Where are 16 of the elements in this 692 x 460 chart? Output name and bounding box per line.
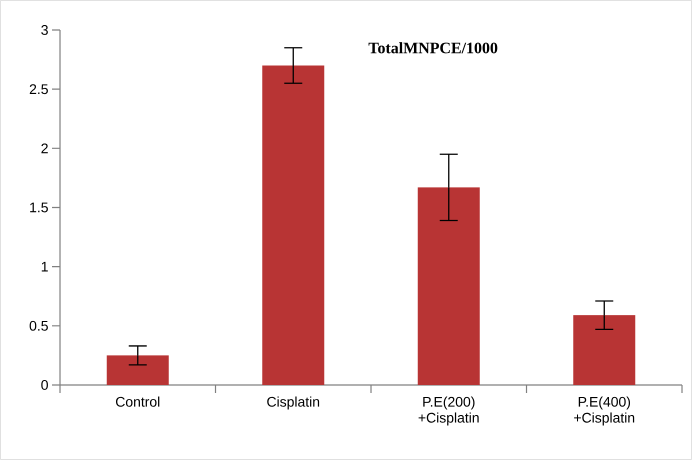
x-tick-label: P.E(400) +Cisplatin xyxy=(574,396,634,426)
x-tick-label: Cisplatin xyxy=(267,396,320,410)
x-tick-label: P.E(200) +Cisplatin xyxy=(418,396,479,426)
y-tick-label: 2.5 xyxy=(30,84,48,94)
text: TotalMNPCE/1000 xyxy=(368,42,498,54)
y-tick-label: 3 xyxy=(41,25,48,35)
y-tick-label: 1.5 xyxy=(30,202,48,212)
bar xyxy=(418,187,480,385)
y-tick-label: 0 xyxy=(41,380,48,390)
bar xyxy=(106,355,169,385)
y-tick-label: 0.5 xyxy=(30,320,48,331)
bar xyxy=(262,65,324,385)
bar xyxy=(573,315,636,385)
y-tick-label: 1 xyxy=(42,262,48,272)
x-tick-label: Control xyxy=(116,396,160,407)
y-tick-label: 2 xyxy=(41,143,48,154)
